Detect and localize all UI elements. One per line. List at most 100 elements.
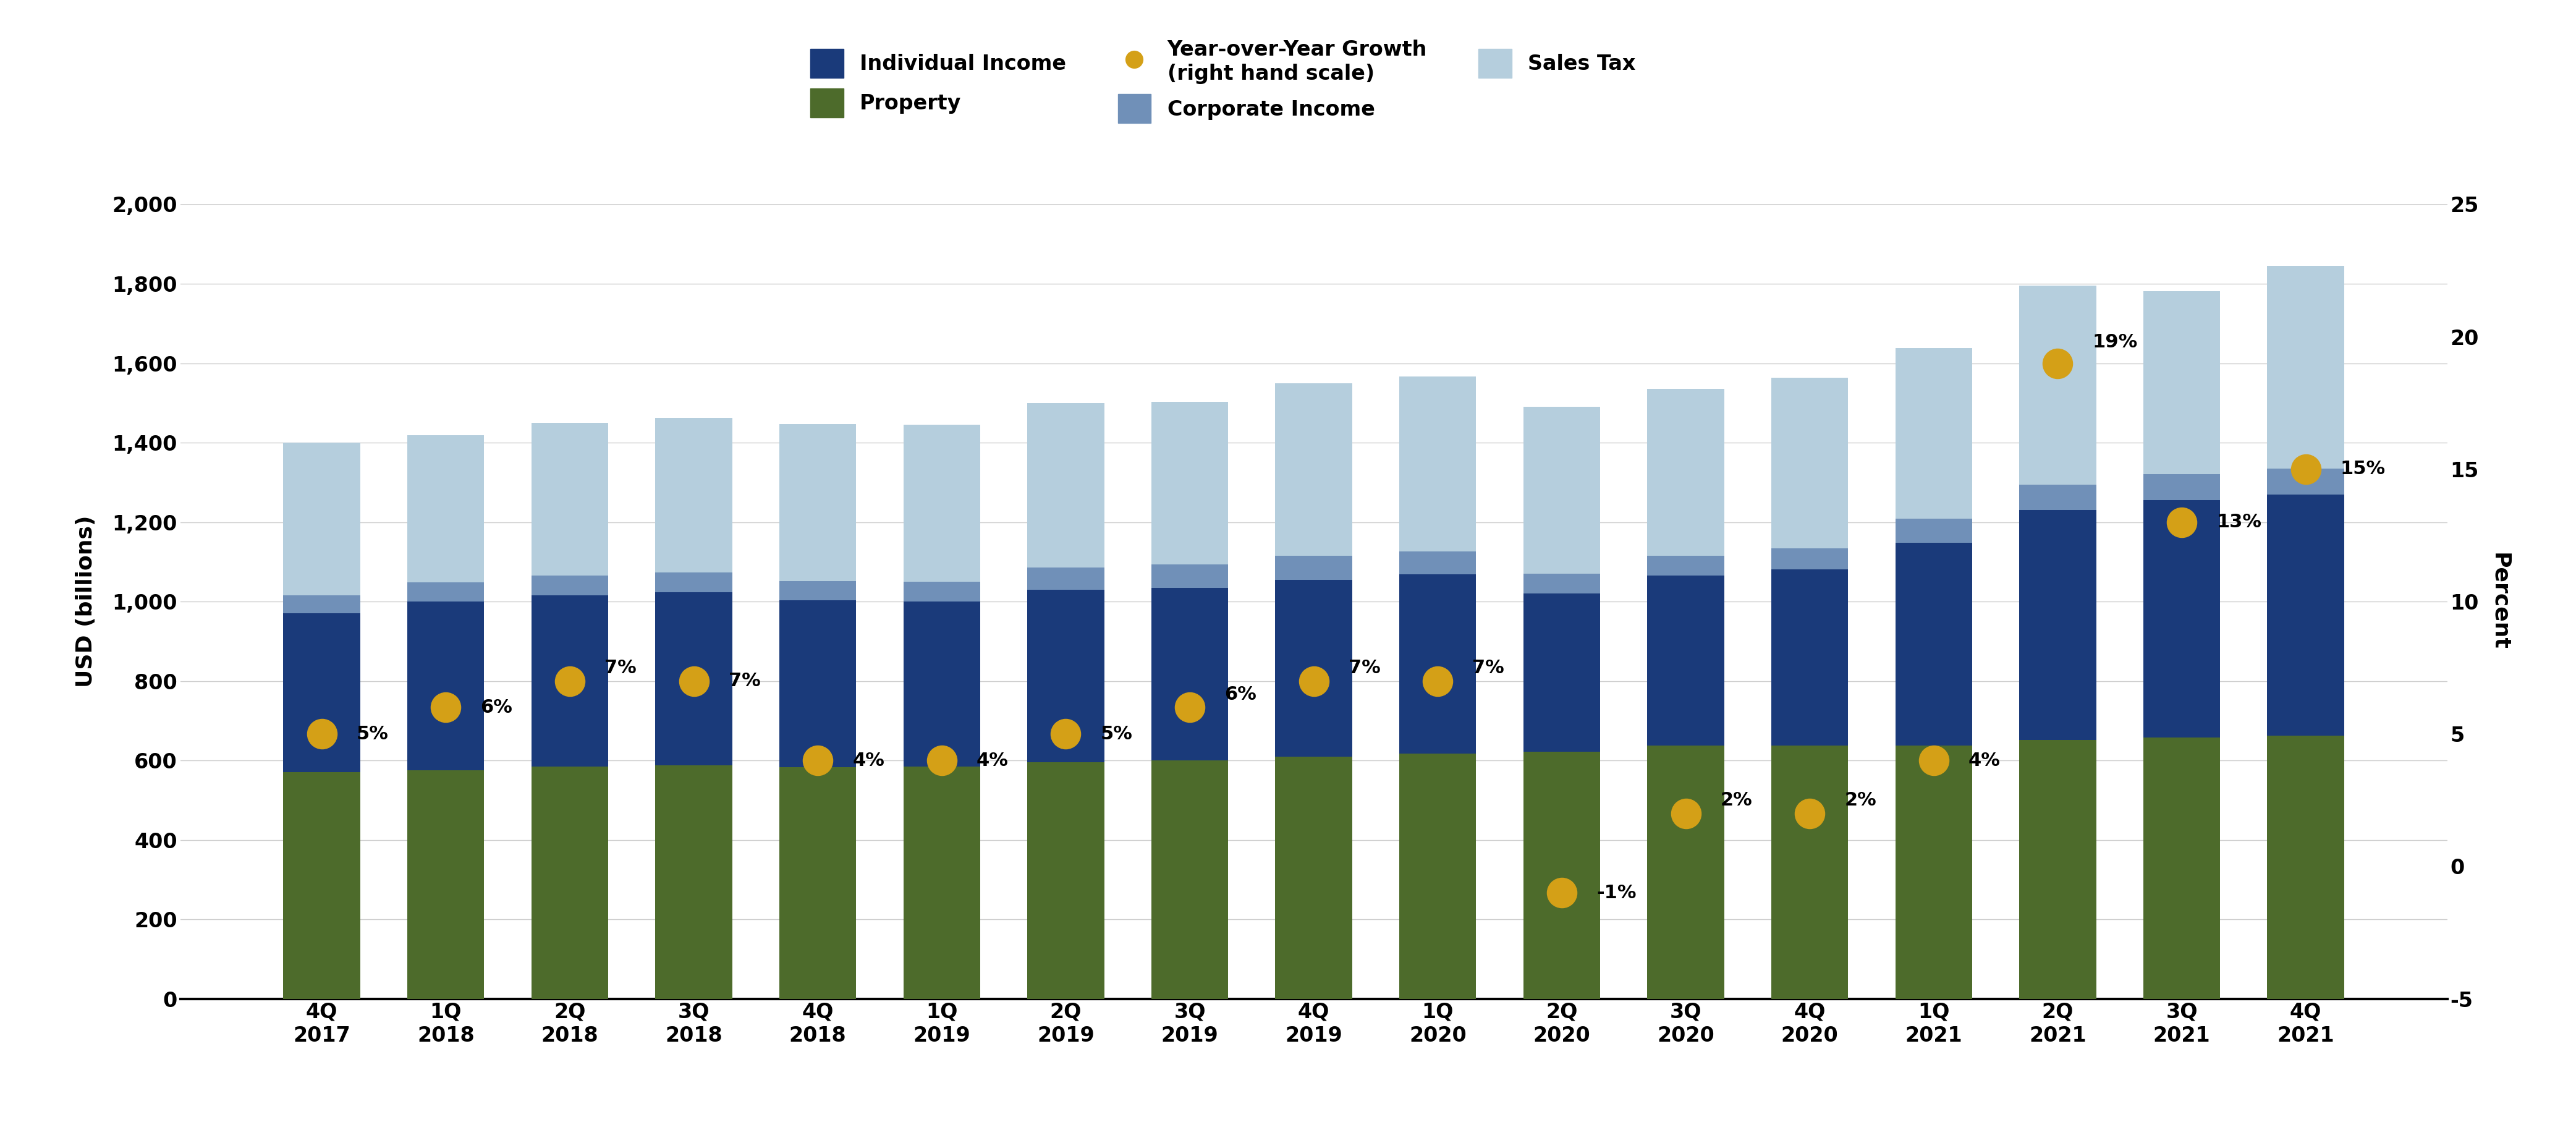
Bar bbox=[1522, 751, 1600, 999]
Point bbox=[1417, 672, 1458, 690]
Text: 6%: 6% bbox=[482, 698, 513, 716]
Bar bbox=[1151, 402, 1229, 564]
Bar bbox=[1028, 568, 1105, 589]
Point bbox=[672, 672, 714, 690]
Text: 4%: 4% bbox=[853, 751, 884, 770]
Bar bbox=[1646, 575, 1723, 746]
Bar bbox=[1399, 552, 1476, 574]
Bar bbox=[1522, 594, 1600, 751]
Text: -1%: -1% bbox=[1597, 884, 1636, 902]
Text: 13%: 13% bbox=[2215, 513, 2262, 531]
Bar bbox=[2267, 735, 2344, 999]
Bar bbox=[1646, 746, 1723, 999]
Text: 7%: 7% bbox=[605, 658, 636, 676]
Bar bbox=[1772, 378, 1847, 548]
Bar bbox=[1275, 756, 1352, 999]
Bar bbox=[2143, 292, 2221, 474]
Bar bbox=[654, 418, 732, 572]
Bar bbox=[1151, 564, 1229, 588]
Bar bbox=[531, 596, 608, 766]
Point bbox=[301, 725, 343, 743]
Point bbox=[1293, 672, 1334, 690]
Bar bbox=[654, 765, 732, 999]
Bar bbox=[283, 613, 361, 772]
Bar bbox=[1772, 548, 1847, 570]
Bar bbox=[1646, 555, 1723, 575]
Bar bbox=[1275, 384, 1352, 556]
Bar bbox=[2020, 510, 2097, 740]
Bar bbox=[531, 422, 608, 575]
Bar bbox=[283, 596, 361, 613]
Point bbox=[796, 751, 837, 770]
Point bbox=[2161, 513, 2202, 531]
Bar bbox=[1151, 760, 1229, 999]
Bar bbox=[1772, 746, 1847, 999]
Text: 7%: 7% bbox=[1473, 658, 1504, 676]
Bar bbox=[2143, 499, 2221, 738]
Text: 4%: 4% bbox=[976, 751, 1010, 770]
Text: 6%: 6% bbox=[1224, 686, 1257, 704]
Text: 7%: 7% bbox=[1347, 658, 1381, 676]
Bar bbox=[283, 443, 361, 596]
Bar bbox=[1399, 574, 1476, 754]
Bar bbox=[1896, 348, 1973, 519]
Bar bbox=[781, 424, 855, 581]
Text: 2%: 2% bbox=[1844, 791, 1875, 809]
Text: 2%: 2% bbox=[1721, 791, 1752, 809]
Bar bbox=[904, 581, 981, 602]
Bar bbox=[904, 766, 981, 999]
Point bbox=[1170, 698, 1211, 716]
Bar bbox=[2267, 266, 2344, 469]
Legend: Individual Income, Property, Year-over-Year Growth
(right hand scale), Corporate: Individual Income, Property, Year-over-Y… bbox=[811, 40, 1636, 124]
Bar bbox=[2020, 485, 2097, 510]
Text: 7%: 7% bbox=[729, 672, 760, 690]
Point bbox=[1046, 725, 1087, 743]
Bar bbox=[1896, 543, 1973, 746]
Bar bbox=[407, 602, 484, 771]
Bar bbox=[781, 767, 855, 999]
Bar bbox=[1399, 377, 1476, 552]
Point bbox=[2285, 460, 2326, 478]
Bar bbox=[1772, 570, 1847, 746]
Bar bbox=[654, 592, 732, 765]
Bar bbox=[1646, 388, 1723, 555]
Bar bbox=[781, 600, 855, 767]
Bar bbox=[2143, 474, 2221, 499]
Bar bbox=[1028, 403, 1105, 568]
Bar bbox=[1522, 573, 1600, 594]
Bar bbox=[1896, 519, 1973, 543]
Point bbox=[2038, 354, 2079, 372]
Text: 19%: 19% bbox=[2092, 333, 2138, 351]
Bar bbox=[1399, 754, 1476, 999]
Y-axis label: USD (billions): USD (billions) bbox=[75, 515, 98, 688]
Bar bbox=[904, 424, 981, 581]
Bar bbox=[1028, 763, 1105, 999]
Bar bbox=[407, 582, 484, 602]
Point bbox=[1540, 884, 1582, 902]
Point bbox=[549, 672, 590, 690]
Bar bbox=[531, 766, 608, 999]
Text: 5%: 5% bbox=[355, 725, 389, 743]
Point bbox=[425, 698, 466, 716]
Point bbox=[922, 751, 963, 770]
Bar bbox=[531, 575, 608, 596]
Bar bbox=[1151, 588, 1229, 760]
Bar bbox=[1522, 406, 1600, 573]
Bar bbox=[2020, 286, 2097, 485]
Bar bbox=[2267, 469, 2344, 494]
Bar bbox=[2143, 738, 2221, 999]
Bar bbox=[2267, 494, 2344, 735]
Bar bbox=[407, 436, 484, 582]
Bar bbox=[654, 572, 732, 592]
Bar bbox=[1028, 589, 1105, 763]
Text: 15%: 15% bbox=[2342, 460, 2385, 478]
Point bbox=[1914, 751, 1955, 770]
Bar bbox=[1896, 746, 1973, 999]
Bar bbox=[781, 581, 855, 600]
Text: 5%: 5% bbox=[1100, 725, 1133, 743]
Bar bbox=[2020, 740, 2097, 999]
Bar bbox=[1275, 556, 1352, 580]
Bar bbox=[1275, 580, 1352, 756]
Bar bbox=[407, 771, 484, 999]
Point bbox=[1664, 805, 1705, 823]
